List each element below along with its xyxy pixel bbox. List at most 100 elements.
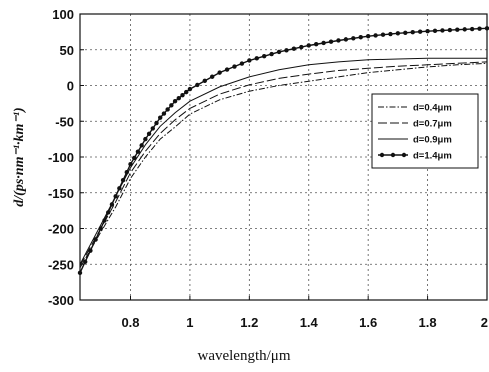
series-marker bbox=[343, 37, 349, 42]
series-marker bbox=[158, 115, 163, 120]
legend: d=0.4μm d=0.7μm d=0.9μm d=1.4μm bbox=[371, 93, 479, 169]
x-tick-label: 0.8 bbox=[121, 315, 139, 330]
series-marker bbox=[328, 39, 334, 44]
series-marker bbox=[120, 178, 126, 183]
series-line bbox=[79, 62, 488, 269]
series-marker bbox=[291, 46, 297, 51]
series-marker bbox=[232, 64, 237, 69]
legend-marker bbox=[401, 152, 407, 158]
series-line bbox=[79, 61, 488, 266]
series-marker bbox=[469, 26, 475, 32]
series-marker bbox=[440, 28, 445, 33]
series-layer bbox=[77, 26, 489, 276]
series-marker bbox=[128, 161, 133, 167]
legend-label: d=0.7μm bbox=[413, 119, 452, 130]
series-marker bbox=[195, 82, 200, 88]
series-marker bbox=[299, 44, 304, 50]
series-marker bbox=[202, 78, 207, 84]
series-marker bbox=[254, 56, 259, 61]
series-marker bbox=[165, 107, 170, 112]
series-marker bbox=[117, 186, 122, 191]
series-marker bbox=[365, 33, 371, 39]
series-marker bbox=[77, 270, 83, 276]
series-marker bbox=[425, 28, 430, 34]
legend-marker bbox=[379, 152, 385, 158]
series-marker bbox=[261, 53, 267, 59]
legend-label: d=1.4μm bbox=[413, 151, 452, 162]
series-marker bbox=[477, 26, 482, 31]
series-marker bbox=[269, 51, 274, 57]
series-marker bbox=[306, 43, 311, 48]
series-marker bbox=[395, 31, 401, 36]
y-tick-label: -150 bbox=[48, 186, 74, 201]
x-tick-label: 1 bbox=[186, 315, 193, 330]
series-marker bbox=[113, 194, 118, 199]
series-marker bbox=[98, 226, 103, 231]
series-marker bbox=[410, 30, 415, 35]
x-tick-label: 1.2 bbox=[240, 315, 258, 330]
y-tick-label: 50 bbox=[60, 43, 74, 58]
y-tick-label: -100 bbox=[48, 150, 74, 165]
y-tick-label: -300 bbox=[48, 293, 74, 308]
series-marker bbox=[336, 38, 341, 43]
series-marker bbox=[388, 31, 393, 37]
series-marker bbox=[82, 259, 88, 264]
series-marker bbox=[351, 36, 356, 41]
series-marker bbox=[373, 33, 378, 38]
series-marker bbox=[161, 111, 167, 116]
series-marker bbox=[276, 49, 282, 55]
series-marker bbox=[484, 26, 489, 31]
x-tick-label: 1.4 bbox=[300, 315, 319, 330]
series-marker bbox=[88, 248, 93, 253]
series-marker bbox=[239, 61, 245, 66]
series-marker bbox=[247, 58, 252, 63]
series-marker bbox=[102, 218, 107, 223]
series-marker bbox=[417, 29, 423, 34]
series-marker bbox=[93, 237, 98, 242]
series-marker bbox=[180, 92, 185, 98]
series-marker bbox=[109, 202, 115, 207]
series-marker bbox=[135, 149, 141, 154]
series-marker bbox=[154, 120, 159, 126]
series-marker bbox=[169, 103, 174, 108]
y-tick-label: -50 bbox=[55, 114, 74, 129]
y-axis-ticks: 100 50 0 -50 -100 -150 -200 -250 -300 bbox=[48, 7, 84, 308]
series-marker bbox=[210, 74, 215, 79]
series-marker bbox=[139, 143, 144, 148]
y-tick-label: -200 bbox=[48, 222, 74, 237]
x-tick-label: 1.6 bbox=[359, 315, 377, 330]
series-marker bbox=[455, 27, 460, 32]
series-marker bbox=[224, 67, 230, 72]
y-tick-label: 0 bbox=[67, 79, 74, 94]
series-marker bbox=[447, 27, 453, 33]
series-marker bbox=[106, 210, 111, 215]
series-marker bbox=[432, 28, 438, 34]
series-marker bbox=[124, 169, 129, 175]
series-marker bbox=[187, 86, 193, 92]
series-marker bbox=[143, 136, 148, 142]
y-tick-label: 100 bbox=[52, 7, 74, 22]
series-marker bbox=[284, 48, 289, 53]
legend-label: d=0.9μm bbox=[413, 135, 452, 146]
legend-marker bbox=[390, 152, 396, 158]
series-marker bbox=[146, 131, 152, 136]
series-marker bbox=[176, 95, 181, 101]
series-marker bbox=[217, 70, 222, 75]
x-tick-label: 1.8 bbox=[419, 315, 437, 330]
series-marker bbox=[150, 126, 155, 131]
series-marker bbox=[313, 42, 319, 47]
legend-label: d=0.4μm bbox=[413, 103, 452, 114]
y-axis-label: d/(ps·nm⁻¹·km⁻¹) bbox=[12, 107, 27, 206]
x-axis-ticks: 0.8 1 1.2 1.4 1.6 1.8 2 bbox=[121, 296, 488, 330]
x-tick-label: 2 bbox=[481, 315, 488, 330]
series-marker bbox=[132, 155, 137, 161]
series-marker bbox=[358, 35, 363, 40]
series-marker bbox=[321, 40, 326, 46]
series-marker bbox=[380, 32, 386, 37]
x-axis-label: wavelength/μm bbox=[197, 348, 290, 364]
series-marker bbox=[172, 99, 178, 104]
y-tick-label: -250 bbox=[48, 257, 74, 272]
series-marker bbox=[462, 27, 467, 32]
series-marker bbox=[403, 30, 408, 35]
